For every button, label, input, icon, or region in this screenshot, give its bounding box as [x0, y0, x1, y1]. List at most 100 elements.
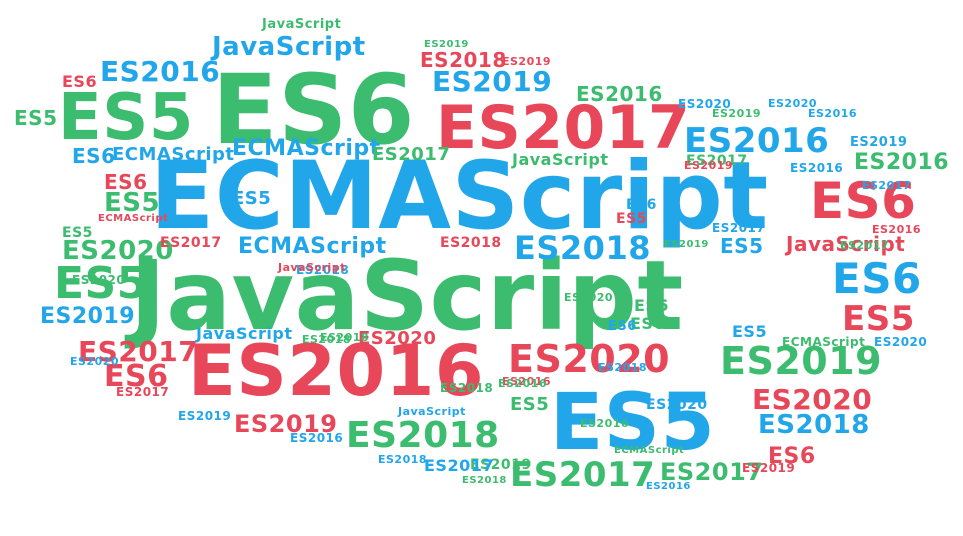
word: ES2017 — [372, 144, 451, 165]
word: ES2020 — [62, 236, 174, 266]
word: ES5 — [510, 394, 550, 415]
word: ES2018 — [758, 410, 870, 440]
word: ES2019 — [502, 55, 552, 68]
word: ES5 — [842, 299, 915, 339]
word: ES2018 — [346, 415, 500, 456]
word: ES5 — [232, 188, 272, 209]
word: ES2018 — [420, 48, 507, 72]
word: JavaScript — [262, 17, 342, 32]
word: JavaScript — [786, 232, 906, 256]
word: ES2016 — [808, 107, 858, 120]
word: ES2018 — [302, 333, 352, 346]
word: ES2016 — [502, 375, 552, 388]
word: ECMAScript — [614, 445, 685, 456]
word: ES2019 — [742, 461, 796, 475]
word: ES2019 — [470, 457, 532, 473]
word: ES2018 — [440, 235, 502, 251]
word: ES2019 — [712, 107, 762, 120]
word: ECMAScript — [150, 142, 769, 251]
word: JavaScript — [212, 32, 366, 62]
word: ES6 — [212, 54, 416, 166]
word: ES2018 — [320, 331, 370, 344]
word: JavaScript — [278, 261, 346, 274]
word: ECMAScript — [98, 213, 169, 224]
word: ES2020 — [358, 328, 437, 349]
word: ES6 — [62, 72, 98, 91]
word: ES2016 — [188, 330, 485, 412]
word: ES2020 — [678, 97, 732, 111]
word: ES2020 — [874, 335, 928, 349]
word: ES6 — [810, 172, 917, 230]
word: ES2019 — [720, 339, 883, 383]
word: ES5 — [732, 322, 768, 341]
word: ECMAScript — [232, 136, 381, 161]
word: ES6 — [72, 144, 116, 168]
word: ES2017 — [510, 455, 656, 495]
word: ES2019 — [178, 409, 232, 423]
word: ES2020 — [646, 397, 708, 413]
word: ES2018 — [378, 453, 428, 466]
word: ES5 — [54, 258, 148, 309]
word: ES2020 — [508, 337, 671, 381]
word: ES2019 — [664, 239, 709, 250]
word: ES6 — [630, 314, 666, 333]
word: ES2016 — [576, 82, 663, 106]
word: ES2019 — [234, 410, 338, 438]
word: ES2016 — [498, 377, 548, 390]
word: ES2018 — [462, 475, 507, 486]
word: ES2020 — [752, 383, 873, 416]
word: ES6 — [104, 359, 169, 394]
word: ES2016 — [580, 417, 630, 430]
word: ES2020 — [72, 273, 126, 287]
word: ES2016 — [790, 161, 844, 175]
word: ES2018 — [440, 381, 494, 395]
word: ES2016 — [290, 431, 344, 445]
word: ES2020 — [564, 291, 614, 304]
word: ES2020 — [70, 355, 120, 368]
word: ES2017 — [660, 458, 764, 486]
word: ES2016 — [854, 150, 950, 175]
word: ES2017 — [78, 335, 199, 368]
word: ES5 — [104, 188, 161, 218]
word: ES6 — [768, 444, 816, 469]
word: ES2020 — [768, 97, 818, 110]
word: ECMAScript — [782, 335, 866, 349]
word: ES2017 — [436, 93, 691, 163]
word: ES5 — [14, 106, 58, 130]
word: ES2016 — [872, 223, 922, 236]
word: ECMAScript — [112, 144, 235, 165]
word: ES2016 — [100, 55, 221, 88]
word: ES2017 — [862, 179, 912, 192]
word: ES2018 — [514, 229, 651, 267]
word: ES2019 — [684, 159, 734, 172]
word: ECMAScript — [238, 234, 387, 259]
word: ES2019 — [432, 65, 553, 98]
word: ES6 — [104, 170, 148, 194]
word: ES2017 — [160, 235, 222, 251]
word: ES2016 — [646, 481, 691, 492]
word: ES6 — [832, 254, 922, 303]
word: ES2019 — [40, 304, 136, 329]
word: JavaScript — [512, 150, 609, 169]
word: ES5 — [62, 225, 93, 241]
word: ES2017 — [840, 239, 890, 252]
word: JavaScript — [130, 240, 684, 352]
word: ES6 — [626, 197, 657, 213]
word: ES5 — [616, 211, 647, 227]
word: ES6 — [608, 319, 637, 334]
word: ES2019 — [850, 135, 908, 150]
word: ES5 — [550, 378, 716, 468]
word: ES2017 — [686, 153, 748, 169]
word: ES2017 — [424, 456, 494, 475]
word: ES2017 — [712, 221, 766, 235]
word: ES2018 — [598, 361, 648, 374]
word: ES2018 — [296, 263, 350, 277]
word: ES5 — [720, 234, 764, 258]
word: ES2019 — [424, 39, 469, 50]
word: ES5 — [58, 81, 194, 155]
word: ES5 — [634, 296, 670, 315]
word: ES2016 — [684, 121, 830, 161]
word: JavaScript — [196, 324, 293, 343]
word: ES2017 — [116, 385, 170, 399]
